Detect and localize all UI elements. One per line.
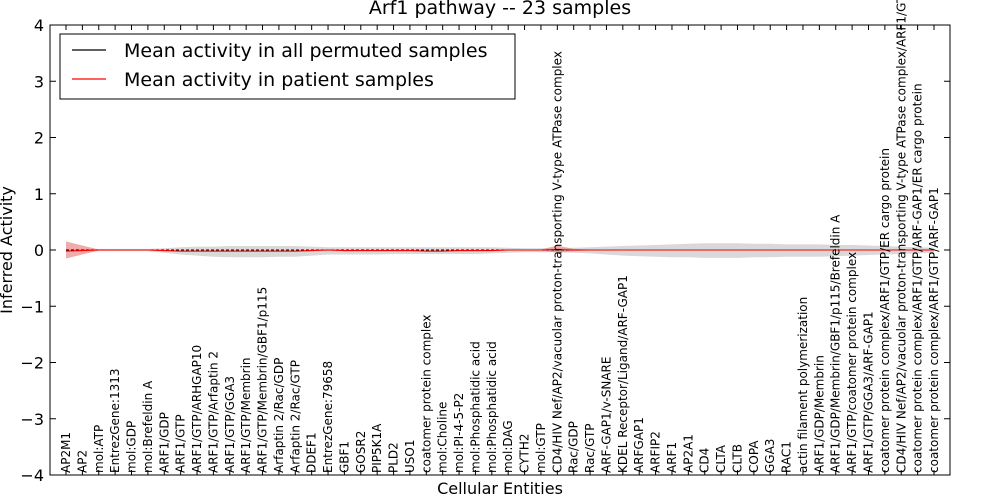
- x-tick-label: ARF1/GTP/Membrin: [239, 357, 253, 473]
- x-tick-label: CYTH2: [518, 434, 532, 474]
- x-tick-label: CD4/HIV Nef/AP2/vacuolar proton-transpor…: [894, 0, 908, 473]
- x-tick-label: ARF1/GTP/GGA3/ARF-GAP1: [861, 311, 875, 473]
- x-tick-label: ARF1/GTP/GGA3: [223, 376, 237, 473]
- x-tick-label: ARFGAP1: [632, 417, 646, 473]
- y-tick-label: −1: [20, 297, 44, 316]
- x-tick-label: PLD2: [387, 442, 401, 473]
- x-tick-label: ARF1/GTP/ARHGAP10: [190, 345, 204, 473]
- x-tick-label: EntrezGene:1313: [108, 369, 122, 474]
- x-tick-label: CLTA: [714, 444, 728, 473]
- x-tick-label: Rac/GDP: [567, 421, 581, 473]
- x-tick-label: mol:Phosphatidic acid: [468, 341, 482, 473]
- x-tick-label: mol:Brefeldin A: [141, 380, 155, 473]
- x-tick-label: ARFIP2: [649, 431, 663, 473]
- x-tick-label: GOSR2: [354, 431, 368, 473]
- y-axis: −4 −3 −2 −1 0 1 2 3 4: [20, 16, 950, 485]
- legend-label-patient: Mean activity in patient samples: [124, 69, 434, 91]
- x-tick-label: mol:GTP: [534, 423, 548, 473]
- x-tick-label: ARF1/GDP/Membrin: [812, 355, 826, 473]
- x-tick-label: USO1: [403, 440, 417, 473]
- x-tick-label: coatomer protein complex/ARF1/GTP/ARF-GA…: [911, 83, 925, 473]
- x-tick-label: coatomer protein complex/ARF1/GTP/ARF-GA…: [927, 187, 941, 473]
- y-tick-label: 0: [34, 241, 44, 260]
- y-tick-label: 2: [34, 129, 44, 148]
- x-tick-label: ARF-GAP1/v-SNARE: [599, 357, 613, 473]
- x-tick-label: Arfaptin 2/Rac/GTP: [288, 360, 302, 473]
- x-tick-label: GGA3: [763, 439, 777, 473]
- x-axis-title: Cellular Entities: [437, 479, 563, 498]
- x-tick-label: mol:PI-4-5-P2: [452, 393, 466, 473]
- x-tick-label: mol:GDP: [125, 421, 139, 473]
- x-tick-label: coatomer protein complex/ARF1/GTP/ER car…: [878, 148, 892, 473]
- legend-box: [59, 33, 516, 100]
- series-lines: [65, 248, 934, 252]
- x-tick-label: EntrezGene:79658: [321, 361, 335, 473]
- x-tick-label: coatomer protein complex: [419, 315, 433, 473]
- y-tick-label: 4: [34, 16, 44, 35]
- x-tick-label: ARF1/GTP/Membrin/GBF1/p115: [256, 287, 270, 473]
- x-tick-label: ARF1/GTP: [174, 414, 188, 473]
- x-tick-label: ARF1: [665, 442, 679, 473]
- y-tick-label: 1: [34, 185, 44, 204]
- x-tick-label: Arfaptin 2/Rac/GDP: [272, 358, 286, 473]
- legend-label-permuted: Mean activity in all permuted samples: [124, 40, 487, 62]
- x-tick-label: PIP5K1A: [370, 423, 384, 473]
- x-tick-label: ARF1/GTP/coatomer protein complex: [845, 252, 859, 473]
- x-tick-label: mol:Choline: [436, 402, 450, 473]
- series-line-patient: [65, 248, 934, 252]
- x-tick-label: KDEL Receptor/Ligand/ARF-GAP1: [616, 275, 630, 473]
- x-tick-label: Rac/GTP: [583, 423, 597, 473]
- x-tick-label: ARF1/GTP/Arfaptin 2: [206, 351, 220, 473]
- x-tick-label: DDEF1: [305, 432, 319, 473]
- x-axis: AP2M1 AP2 mol:ATP EntrezGene:1313 mol:GDP mol…: [59, 0, 941, 475]
- x-tick-label: COPA: [747, 440, 761, 473]
- x-tick-label: AP2M1: [59, 432, 73, 473]
- x-tick-label: CLTB: [730, 444, 744, 473]
- y-tick-label: 3: [34, 72, 44, 91]
- x-tick-label: mol:ATP: [92, 425, 106, 473]
- x-tick-label: mol:Phosphatidic acid: [485, 341, 499, 473]
- y-tick-label: −4: [20, 466, 44, 485]
- chart-title: Arf1 pathway -- 23 samples: [369, 0, 631, 19]
- x-tick-label: ARF1/GDP: [157, 412, 171, 473]
- y-tick-label: −2: [20, 354, 44, 373]
- x-tick-label: mol:DAG: [501, 420, 515, 473]
- x-tick-label: GBF1: [337, 441, 351, 473]
- x-tick-label: AP2A1: [681, 434, 695, 473]
- legend: Mean activity in all permuted samples Me…: [59, 33, 516, 100]
- x-tick-label: RAC1: [780, 441, 794, 473]
- x-tick-label: ARF1/GDP/Membrin/GBF1/p115/Brefeldin A: [829, 214, 843, 473]
- x-tick-label: AP2: [75, 450, 89, 473]
- x-tick-label: CD4/HIV Nef/AP2/vacuolar proton-transpor…: [550, 51, 564, 473]
- x-tick-label: CD4: [698, 448, 712, 473]
- y-tick-label: −3: [20, 410, 44, 429]
- y-axis-title: Inferred Activity: [0, 186, 16, 314]
- x-tick-label: actin filament polymerization: [796, 297, 810, 473]
